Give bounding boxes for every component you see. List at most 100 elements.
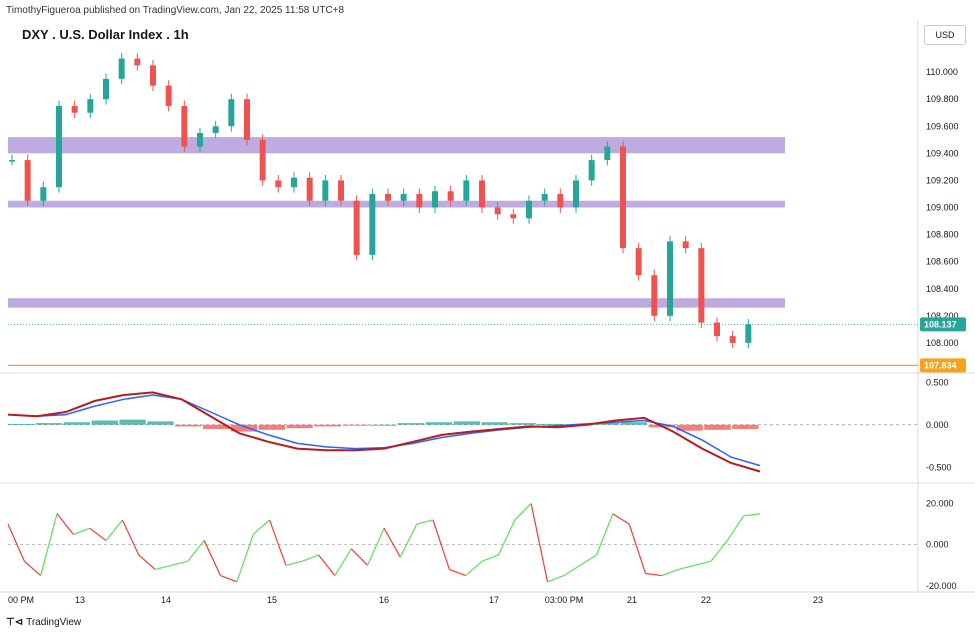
tradingview-logo-icon: ⊤⊲ [6, 617, 24, 628]
supply-demand-zone [8, 298, 785, 308]
osc-segment [367, 527, 385, 566]
osc-segment [252, 519, 270, 535]
candle [635, 248, 642, 276]
candle [479, 180, 485, 208]
candle [416, 193, 423, 208]
osc-segment [318, 554, 336, 576]
time-tick-label: 23 [813, 595, 823, 605]
macd-tick-label: 0.000 [926, 420, 949, 430]
osc-segment [187, 540, 205, 562]
candle [698, 248, 705, 323]
macd-histogram-bar [704, 424, 731, 430]
macd-histogram-bar [91, 420, 118, 425]
macd-histogram-bar [676, 424, 703, 431]
candle [557, 193, 564, 208]
macd-histogram-bar [342, 424, 369, 426]
macd-tick-label: 0.500 [926, 377, 949, 387]
macd-histogram-bar [8, 423, 35, 425]
osc-segment [465, 560, 483, 577]
symbol-title[interactable]: DXY . U.S. Dollar Index . 1h [22, 27, 189, 42]
candle [150, 65, 156, 86]
time-tick-label: 22 [701, 595, 711, 605]
tradingview-brand: ⊤⊲ TradingView [6, 617, 82, 628]
osc-segment [628, 523, 647, 574]
currency-button[interactable]: USD [924, 25, 966, 45]
price-tick-label: 108.200 [926, 311, 959, 321]
osc-segment [269, 519, 287, 566]
candle [24, 160, 31, 201]
time-tick-label: 03:00 PM [545, 595, 584, 605]
macd-fast-line [7, 394, 761, 467]
osc-segment [383, 527, 401, 558]
candle [714, 322, 720, 337]
osc-segment [514, 503, 532, 521]
osc-segment [416, 519, 434, 525]
candle [165, 85, 172, 106]
candle [432, 191, 438, 208]
candle [56, 105, 62, 188]
candle [259, 139, 266, 181]
macd-histogram-bar [314, 424, 341, 427]
supply-demand-zone [8, 137, 785, 154]
candle [244, 99, 250, 140]
candle [400, 193, 407, 201]
macd-histogram-bar [509, 423, 536, 425]
osc-segment [432, 519, 450, 570]
osc-tick-label: 20.000 [926, 498, 954, 508]
osc-segment [203, 540, 222, 576]
osc-segment [399, 523, 418, 558]
candle [494, 207, 501, 215]
candle [9, 160, 15, 162]
osc-segment [285, 560, 303, 566]
macd-histogram-bar [620, 422, 648, 425]
osc-segment [694, 560, 712, 566]
level-price-label-bg [920, 358, 966, 373]
osc-segment [449, 568, 466, 577]
osc-segment [7, 523, 25, 562]
osc-segment [236, 534, 254, 582]
osc-segment [612, 513, 630, 525]
macd-histogram-bar [481, 422, 508, 425]
macd-tick-label: -0.500 [926, 462, 952, 472]
osc-segment [334, 548, 352, 576]
candle [510, 214, 517, 219]
macd-histogram-bar [258, 424, 286, 430]
time-tick-label: 14 [161, 595, 171, 605]
macd-histogram-bar [425, 422, 453, 425]
candle [447, 191, 454, 201]
candle [526, 200, 532, 219]
time-tick-label: 00 PM [8, 595, 34, 605]
price-tick-label: 109.400 [926, 148, 959, 158]
last-price-label-bg [920, 317, 966, 332]
macd-histogram-bar [119, 419, 146, 425]
candle [541, 193, 548, 201]
osc-segment [547, 575, 565, 583]
macd-histogram-bar [230, 424, 258, 432]
candle [118, 58, 125, 79]
time-tick-label: 15 [267, 595, 277, 605]
macd-histogram-bar [35, 423, 63, 425]
osc-segment [530, 503, 549, 582]
time-tick-label: 16 [379, 595, 389, 605]
osc-segment [56, 513, 74, 535]
candle [134, 58, 141, 66]
candle [212, 126, 219, 134]
price-tick-label: 109.000 [926, 203, 959, 213]
osc-segment [302, 554, 319, 562]
candle [40, 187, 47, 201]
osc-segment [138, 554, 156, 570]
osc-segment [678, 564, 695, 570]
candle [306, 177, 313, 201]
candle [604, 146, 611, 161]
candle [620, 146, 626, 249]
candle [181, 105, 188, 147]
osc-segment [595, 513, 614, 556]
macd-signal-line [7, 391, 761, 473]
candle [87, 99, 94, 113]
osc-segment [23, 560, 42, 577]
price-tick-label: 109.600 [926, 121, 959, 131]
osc-tick-label: 0.000 [926, 540, 949, 550]
candle [228, 99, 235, 127]
osc-segment [661, 568, 679, 577]
